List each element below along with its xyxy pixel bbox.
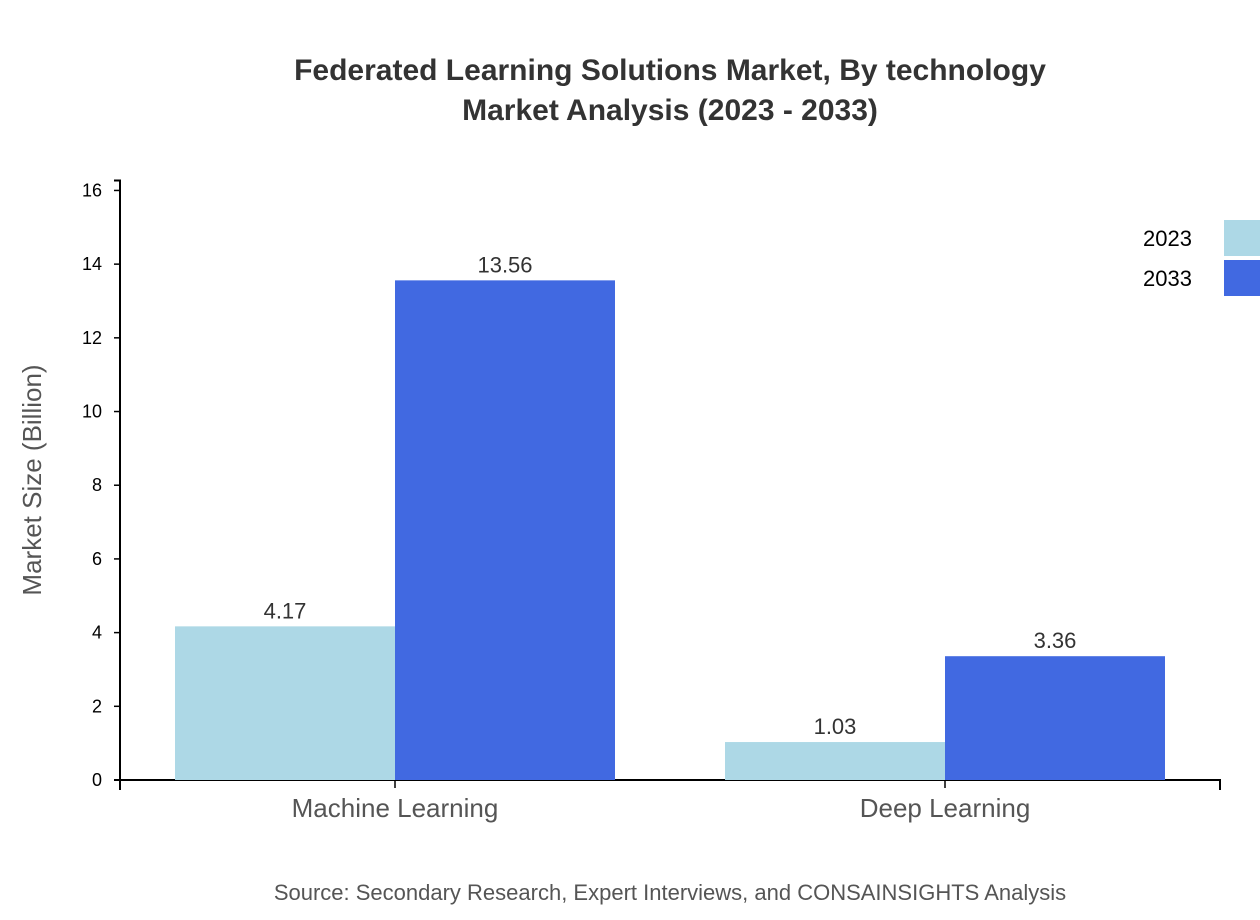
data-label: 4.17 <box>264 598 307 623</box>
y-tick-label: 8 <box>92 475 102 495</box>
legend-label: 2033 <box>1143 266 1192 291</box>
bar <box>395 280 615 780</box>
y-tick-label: 4 <box>92 623 102 643</box>
legend-swatch <box>1224 260 1260 296</box>
y-tick-label: 14 <box>82 254 102 274</box>
chart-title: Federated Learning Solutions Market, By … <box>294 54 1046 87</box>
legend-swatch <box>1224 220 1260 256</box>
x-tick-label: Deep Learning <box>860 793 1031 823</box>
data-label: 3.36 <box>1034 628 1077 653</box>
y-tick-label: 0 <box>92 770 102 790</box>
source-note: Source: Secondary Research, Expert Inter… <box>274 880 1066 905</box>
y-tick-label: 10 <box>82 402 102 422</box>
x-axis-line <box>119 779 1221 790</box>
x-tick-label: Machine Learning <box>292 793 499 823</box>
y-tick-label: 16 <box>82 180 102 200</box>
bar <box>725 742 945 780</box>
data-label: 13.56 <box>477 252 532 277</box>
chart-subtitle: Market Analysis (2023 - 2033) <box>462 94 878 127</box>
y-tick-label: 2 <box>92 696 102 716</box>
y-axis-line <box>114 179 121 781</box>
plot-area: 0 2 4 6 8 10 12 14 16 Machine Learning 4.17 13.56 De… <box>82 179 1260 823</box>
y-tick-label: 12 <box>82 328 102 348</box>
data-label: 1.03 <box>814 714 857 739</box>
legend-label: 2023 <box>1143 226 1192 251</box>
y-tick-label: 6 <box>92 549 102 569</box>
y-axis-label: Market Size (Billion) <box>17 364 47 595</box>
bar <box>175 626 395 780</box>
bar <box>945 656 1165 780</box>
